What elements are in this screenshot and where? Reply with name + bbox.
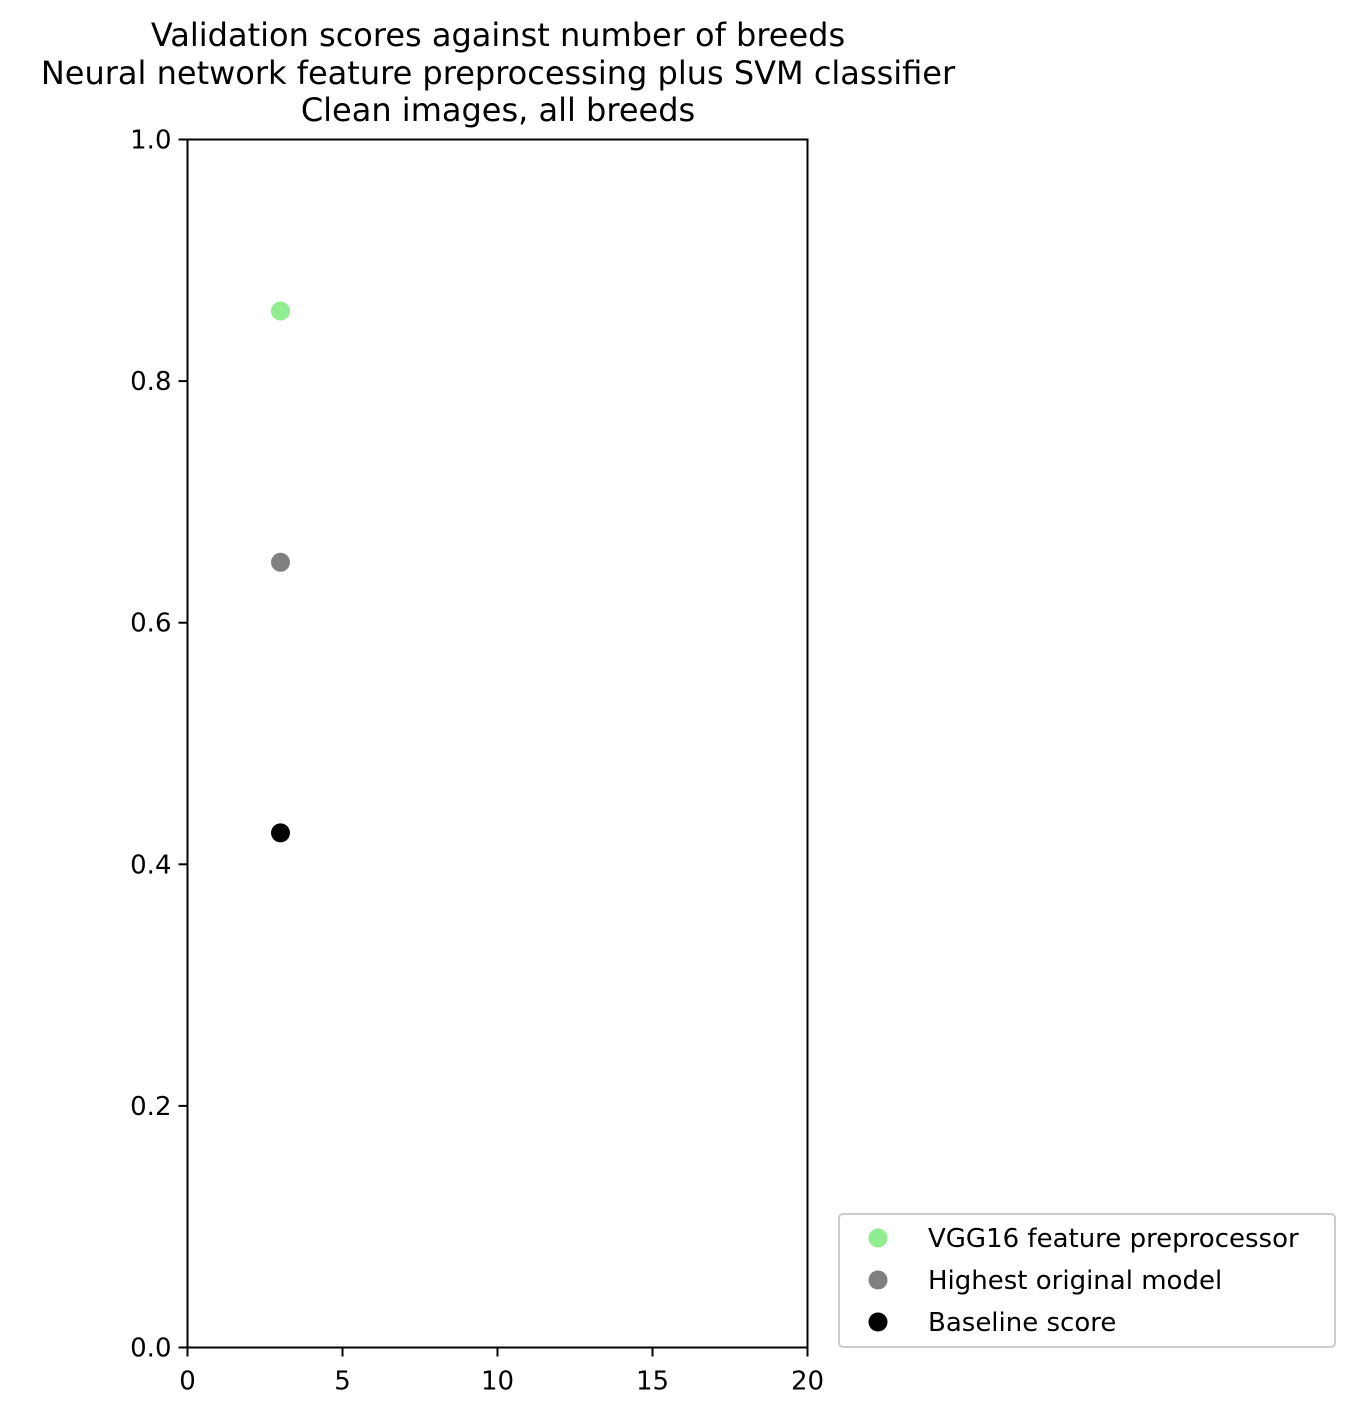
- legend-entry-label: Highest original model: [928, 1266, 1222, 1296]
- plot-area-frame: [186, 138, 809, 1349]
- x-axis: 0 5 10 15 20: [179, 1347, 824, 1397]
- legend-marker: [868, 1228, 888, 1248]
- legend-marker: [868, 1270, 888, 1290]
- y-tick-label: 0.2: [130, 1092, 171, 1122]
- legend-marker: [868, 1312, 888, 1332]
- title-line-3: Clean images, all breeds: [301, 91, 695, 129]
- legend-entry-label: Baseline score: [928, 1308, 1116, 1338]
- legend-frame: [838, 1213, 1336, 1348]
- x-tick-label: 20: [791, 1367, 824, 1397]
- legend: VGG16 feature preprocessor Highest origin…: [838, 1213, 1336, 1348]
- legend-entry-label: VGG16 feature preprocessor: [928, 1224, 1299, 1254]
- x-tick-label: 5: [334, 1367, 351, 1397]
- chart-title: Validation scores against number of bree…: [41, 16, 956, 129]
- data-point: [271, 301, 290, 321]
- y-axis: 0.0 0.2 0.4 0.6 0.8 1.0: [130, 126, 188, 1364]
- x-tick-label: 10: [481, 1367, 514, 1397]
- data-point: [271, 823, 290, 843]
- title-line-1: Validation scores against number of bree…: [151, 16, 845, 54]
- y-tick-label: 0.4: [130, 850, 171, 880]
- y-tick-label: 0.8: [130, 367, 171, 397]
- x-tick-label: 0: [179, 1367, 196, 1397]
- y-tick-label: 0.6: [130, 609, 171, 639]
- data-points: [271, 301, 290, 843]
- y-tick-label: 1.0: [130, 126, 171, 156]
- title-line-2: Neural network feature preprocessing plu…: [41, 54, 956, 92]
- x-tick-label: 15: [636, 1367, 669, 1397]
- y-tick-label: 0.0: [130, 1334, 171, 1364]
- data-point: [271, 552, 290, 572]
